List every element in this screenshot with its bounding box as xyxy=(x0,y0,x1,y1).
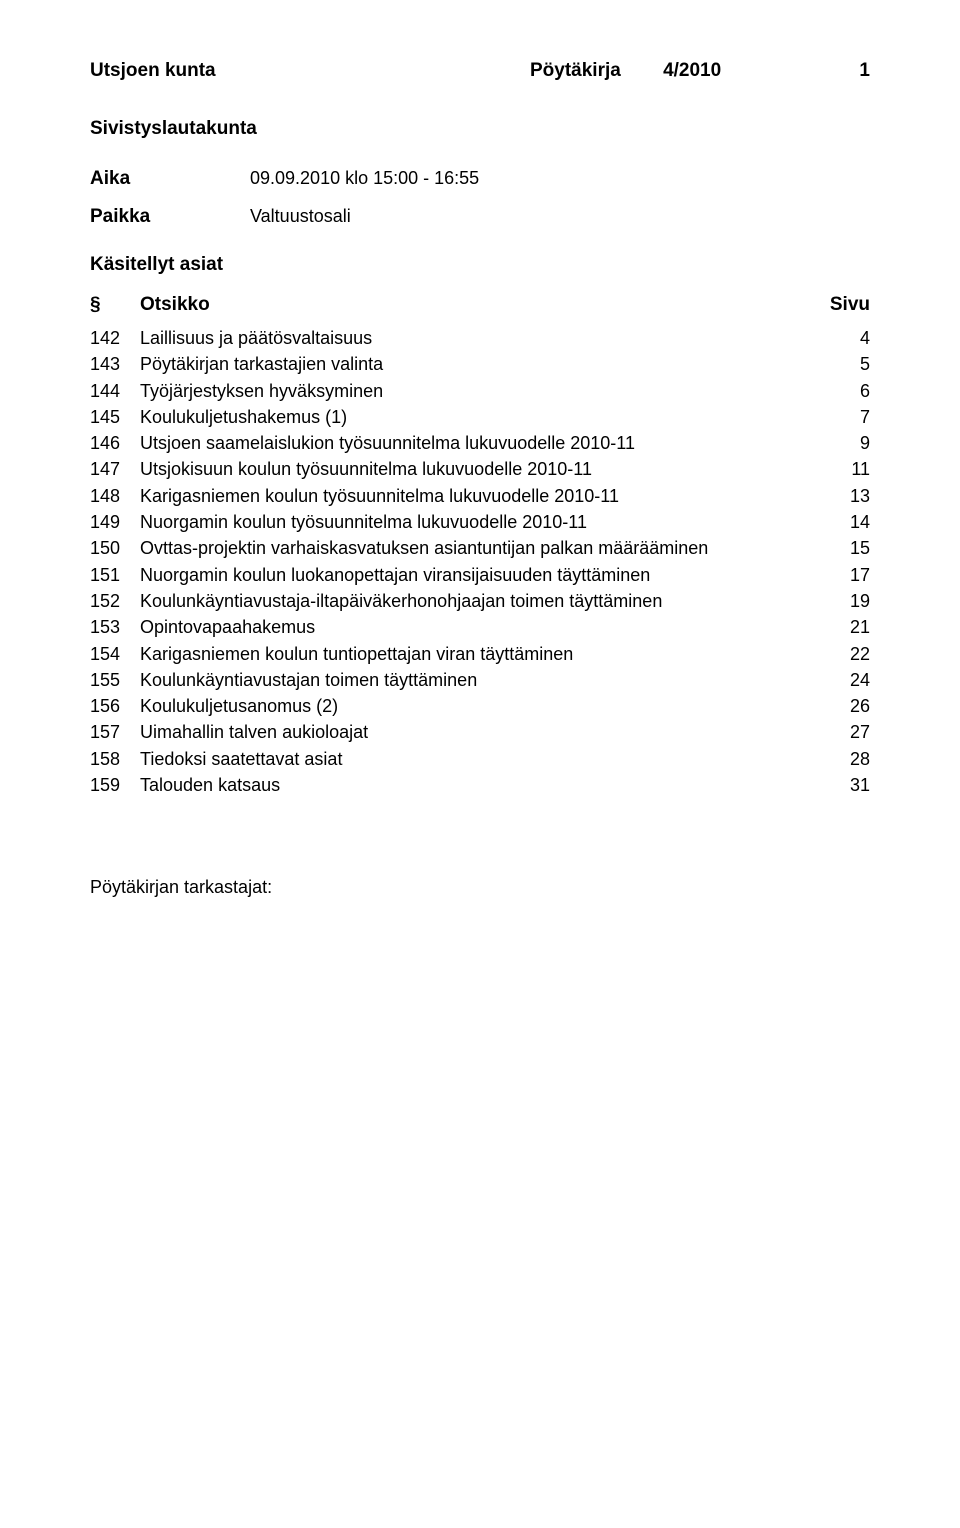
toc-row-page: 15 xyxy=(810,536,870,560)
toc-row-page: 31 xyxy=(810,773,870,797)
toc-row-page: 9 xyxy=(810,431,870,455)
toc-row-num: 152 xyxy=(90,589,140,613)
toc-row-page: 24 xyxy=(810,668,870,692)
toc-row-page: 26 xyxy=(810,694,870,718)
toc-body: 142Laillisuus ja päätösvaltaisuus4143Pöy… xyxy=(90,326,870,797)
toc-row-page: 11 xyxy=(810,457,870,481)
toc-row: 157Uimahallin talven aukioloajat27 xyxy=(90,720,870,744)
toc-row: 151Nuorgamin koulun luokanopettajan vira… xyxy=(90,563,870,587)
toc-row-num: 151 xyxy=(90,563,140,587)
meta-time-row: Aika 09.09.2010 klo 15:00 - 16:55 xyxy=(90,168,870,190)
toc-row: 155Koulunkäyntiavustajan toimen täyttämi… xyxy=(90,668,870,692)
toc-row-num: 145 xyxy=(90,405,140,429)
toc-row: 144Työjärjestyksen hyväksyminen6 xyxy=(90,379,870,403)
toc-row-num: 158 xyxy=(90,747,140,771)
toc-row-page: 17 xyxy=(810,563,870,587)
toc-row-page: 27 xyxy=(810,720,870,744)
toc-row: 153Opintovapaahakemus21 xyxy=(90,615,870,639)
toc-row: 143Pöytäkirjan tarkastajien valinta5 xyxy=(90,352,870,376)
toc-header-page: Sivu xyxy=(810,294,870,316)
toc-row-page: 4 xyxy=(810,326,870,350)
time-label: Aika xyxy=(90,168,250,190)
toc-header: § Otsikko Sivu xyxy=(90,294,870,316)
toc-row-title: Nuorgamin koulun työsuunnitelma lukuvuod… xyxy=(140,510,810,534)
toc-row: 142Laillisuus ja päätösvaltaisuus4 xyxy=(90,326,870,350)
toc-row: 146Utsjoen saamelaislukion työsuunnitelm… xyxy=(90,431,870,455)
toc-row-title: Ovttas-projektin varhaiskasvatuksen asia… xyxy=(140,536,810,560)
toc-row: 147Utsjokisuun koulun työsuunnitelma luk… xyxy=(90,457,870,481)
toc-row-title: Koulunkäyntiavustajan toimen täyttäminen xyxy=(140,668,810,692)
toc-row-num: 156 xyxy=(90,694,140,718)
toc-row-num: 155 xyxy=(90,668,140,692)
toc-row-num: 143 xyxy=(90,352,140,376)
toc-row-num: 157 xyxy=(90,720,140,744)
toc-row-num: 148 xyxy=(90,484,140,508)
toc-row: 158Tiedoksi saatettavat asiat28 xyxy=(90,747,870,771)
toc-row-page: 22 xyxy=(810,642,870,666)
toc-row-num: 146 xyxy=(90,431,140,455)
toc-row-title: Utsjokisuun koulun työsuunnitelma lukuvu… xyxy=(140,457,810,481)
toc-row-num: 147 xyxy=(90,457,140,481)
toc-row-page: 19 xyxy=(810,589,870,613)
toc-row: 145Koulukuljetushakemus (1)7 xyxy=(90,405,870,429)
toc-row-title: Työjärjestyksen hyväksyminen xyxy=(140,379,810,403)
toc-row-num: 149 xyxy=(90,510,140,534)
toc-row-title: Koulunkäyntiavustaja-iltapäiväkerhonohja… xyxy=(140,589,810,613)
toc-row-page: 7 xyxy=(810,405,870,429)
toc-row-num: 144 xyxy=(90,379,140,403)
meta-place-row: Paikka Valtuustosali xyxy=(90,206,870,228)
municipality: Utsjoen kunta xyxy=(90,60,390,82)
toc-row-title: Utsjoen saamelaislukion työsuunnitelma l… xyxy=(140,431,810,455)
section-title: Käsitellyt asiat xyxy=(90,254,870,276)
toc-row-page: 5 xyxy=(810,352,870,376)
toc-row-title: Karigasniemen koulun työsuunnitelma luku… xyxy=(140,484,810,508)
doc-num: 4/2010 xyxy=(663,60,721,81)
toc-row-title: Nuorgamin koulun luokanopettajan viransi… xyxy=(140,563,810,587)
board-name: Sivistyslautakunta xyxy=(90,118,870,140)
header-row: Utsjoen kunta Pöytäkirja 4/2010 1 xyxy=(90,60,870,82)
toc-row-num: 159 xyxy=(90,773,140,797)
toc-row: 154Karigasniemen koulun tuntiopettajan v… xyxy=(90,642,870,666)
toc-row-title: Uimahallin talven aukioloajat xyxy=(140,720,810,744)
toc-row-page: 13 xyxy=(810,484,870,508)
footer-text: Pöytäkirjan tarkastajat: xyxy=(90,877,870,898)
toc-row-page: 14 xyxy=(810,510,870,534)
toc-row-title: Koulukuljetusanomus (2) xyxy=(140,694,810,718)
place-value: Valtuustosali xyxy=(250,206,351,228)
toc-row-title: Karigasniemen koulun tuntiopettajan vira… xyxy=(140,642,810,666)
page-root: Utsjoen kunta Pöytäkirja 4/2010 1 Sivist… xyxy=(0,0,960,1528)
toc-row-num: 142 xyxy=(90,326,140,350)
toc-row: 148Karigasniemen koulun työsuunnitelma l… xyxy=(90,484,870,508)
toc-row: 149Nuorgamin koulun työsuunnitelma lukuv… xyxy=(90,510,870,534)
toc-row-title: Laillisuus ja päätösvaltaisuus xyxy=(140,326,810,350)
toc-header-title: Otsikko xyxy=(140,294,810,316)
toc-header-sym: § xyxy=(90,294,140,316)
page-number: 1 xyxy=(830,60,870,82)
toc-row-title: Koulukuljetushakemus (1) xyxy=(140,405,810,429)
toc-row-title: Talouden katsaus xyxy=(140,773,810,797)
toc-row-page: 6 xyxy=(810,379,870,403)
time-value: 09.09.2010 klo 15:00 - 16:55 xyxy=(250,168,479,190)
toc-row-num: 154 xyxy=(90,642,140,666)
toc-row-num: 150 xyxy=(90,536,140,560)
doc-type-and-num: Pöytäkirja 4/2010 xyxy=(390,60,830,82)
toc-row-title: Tiedoksi saatettavat asiat xyxy=(140,747,810,771)
toc-row-title: Opintovapaahakemus xyxy=(140,615,810,639)
toc-row: 156Koulukuljetusanomus (2)26 xyxy=(90,694,870,718)
toc-row-title: Pöytäkirjan tarkastajien valinta xyxy=(140,352,810,376)
toc-row-num: 153 xyxy=(90,615,140,639)
toc-row: 150Ovttas-projektin varhaiskasvatuksen a… xyxy=(90,536,870,560)
toc-row-page: 28 xyxy=(810,747,870,771)
toc-row: 159Talouden katsaus31 xyxy=(90,773,870,797)
doc-type: Pöytäkirja xyxy=(530,60,621,81)
place-label: Paikka xyxy=(90,206,250,228)
toc-row-page: 21 xyxy=(810,615,870,639)
toc-row: 152Koulunkäyntiavustaja-iltapäiväkerhono… xyxy=(90,589,870,613)
